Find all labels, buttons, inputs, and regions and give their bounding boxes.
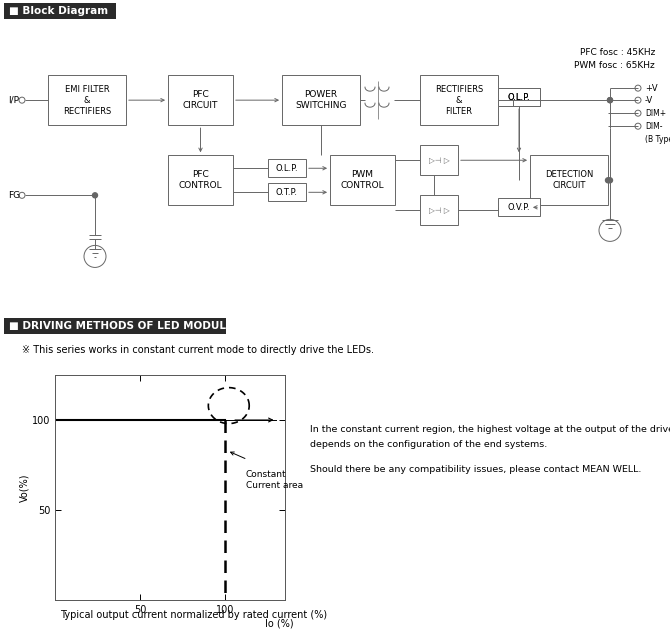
Bar <box>282 75 360 125</box>
Text: I/P: I/P <box>8 96 19 104</box>
Text: (B Type): (B Type) <box>645 135 670 143</box>
Text: O.L.P.: O.L.P. <box>508 92 531 102</box>
Text: ▷⊣ ▷: ▷⊣ ▷ <box>429 156 450 165</box>
Text: DETECTION
CIRCUIT: DETECTION CIRCUIT <box>545 170 593 191</box>
Text: EMI FILTER
&
RECTIFIERS: EMI FILTER & RECTIFIERS <box>63 84 111 116</box>
Text: RECTIFIERS
&
FILTER: RECTIFIERS & FILTER <box>435 84 483 116</box>
Circle shape <box>608 97 612 103</box>
Bar <box>268 159 306 177</box>
Text: Io (%): Io (%) <box>265 618 293 628</box>
Text: DIM+: DIM+ <box>645 109 666 118</box>
Bar <box>420 145 458 175</box>
Circle shape <box>608 97 612 103</box>
Circle shape <box>606 178 610 183</box>
Bar <box>420 75 498 125</box>
Bar <box>498 88 540 106</box>
Bar <box>4 3 116 19</box>
Text: -V: -V <box>645 96 653 104</box>
Bar <box>498 198 540 216</box>
Bar <box>268 183 306 201</box>
Bar <box>4 318 226 333</box>
Text: FG: FG <box>8 191 20 200</box>
Text: Typical output current normalized by rated current (%): Typical output current normalized by rat… <box>60 610 327 620</box>
Circle shape <box>608 178 612 183</box>
Text: ■ DRIVING METHODS OF LED MODULE: ■ DRIVING METHODS OF LED MODULE <box>9 321 233 330</box>
Text: In the constant current region, the highest voltage at the output of the driver: In the constant current region, the high… <box>310 425 670 434</box>
Text: ▷⊣ ▷: ▷⊣ ▷ <box>429 206 450 215</box>
Bar <box>420 196 458 225</box>
Text: PWM
CONTROL: PWM CONTROL <box>340 170 385 191</box>
Text: Constant
Current area: Constant Current area <box>246 470 303 491</box>
Bar <box>168 155 233 205</box>
Text: +V: +V <box>645 84 658 92</box>
Text: PFC fosc : 45KHz
PWM fosc : 65KHz: PFC fosc : 45KHz PWM fosc : 65KHz <box>574 48 655 70</box>
Text: DIM-: DIM- <box>645 121 663 131</box>
Text: ■ Block Diagram: ■ Block Diagram <box>9 6 108 16</box>
Text: Should there be any compatibility issues, please contact MEAN WELL.: Should there be any compatibility issues… <box>310 465 641 474</box>
Text: O.V.P.: O.V.P. <box>508 203 531 212</box>
Text: POWER
SWITCHING: POWER SWITCHING <box>295 90 347 110</box>
Circle shape <box>511 97 515 103</box>
Text: O.L.P.: O.L.P. <box>275 164 298 173</box>
Text: ※ This series works in constant current mode to directly drive the LEDs.: ※ This series works in constant current … <box>22 345 374 355</box>
Text: O.T.P.: O.T.P. <box>276 188 298 197</box>
Bar <box>330 155 395 205</box>
Bar <box>530 155 608 205</box>
Bar <box>168 75 233 125</box>
Circle shape <box>92 193 98 198</box>
Text: PFC
CIRCUIT: PFC CIRCUIT <box>183 90 218 110</box>
Text: depends on the configuration of the end systems.: depends on the configuration of the end … <box>310 440 547 449</box>
Bar <box>498 88 540 106</box>
Text: O.L.P.: O.L.P. <box>508 92 531 102</box>
Bar <box>48 75 126 125</box>
Y-axis label: Vo(%): Vo(%) <box>19 473 29 502</box>
Text: PFC
CONTROL: PFC CONTROL <box>179 170 222 191</box>
